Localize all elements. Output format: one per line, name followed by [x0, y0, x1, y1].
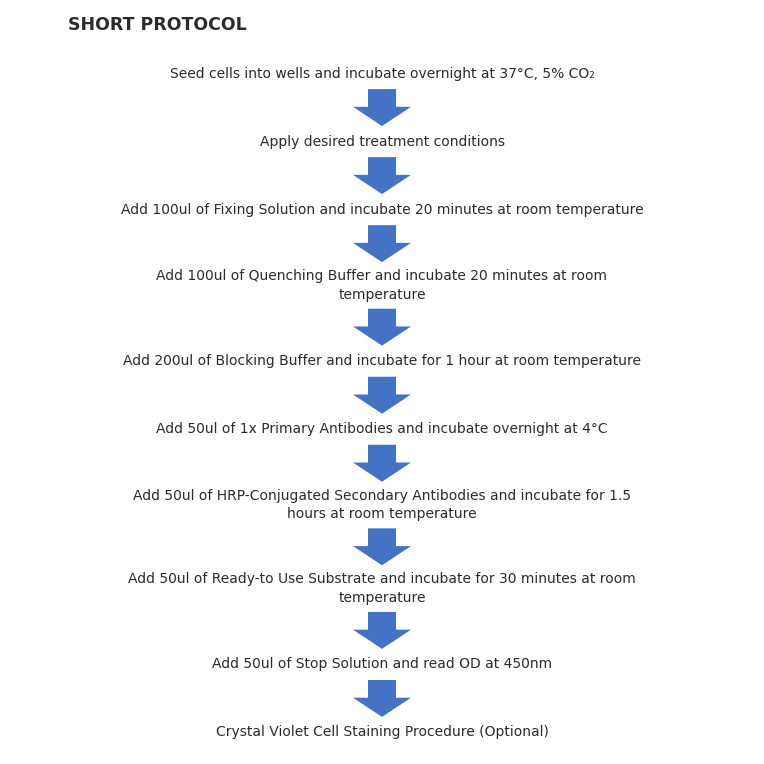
Text: Add 50ul of HRP-Conjugated Secondary Antibodies and incubate for 1.5
hours at ro: Add 50ul of HRP-Conjugated Secondary Ant…	[133, 489, 631, 521]
Text: Add 100ul of Fixing Solution and incubate 20 minutes at room temperature: Add 100ul of Fixing Solution and incubat…	[121, 202, 643, 217]
Polygon shape	[353, 225, 411, 262]
Polygon shape	[353, 309, 411, 345]
Polygon shape	[353, 680, 411, 717]
Text: Add 100ul of Quenching Buffer and incubate 20 minutes at room
temperature: Add 100ul of Quenching Buffer and incuba…	[157, 269, 607, 302]
Polygon shape	[353, 157, 411, 194]
Polygon shape	[353, 89, 411, 126]
Text: Apply des​ired treatment conditions: Apply des​ired treatment conditions	[260, 134, 504, 148]
Polygon shape	[353, 529, 411, 565]
Text: Add 50ul of 1x Primary Antibodies and incubate overnight at 4°C: Add 50ul of 1x Primary Antibodies and in…	[156, 422, 608, 436]
Text: SHORT PROTOCOL: SHORT PROTOCOL	[68, 16, 247, 34]
Text: Add 200ul of Blocking Buffer and incubate for 1 hour at room temperature: Add 200ul of Blocking Buffer and incubat…	[123, 354, 641, 368]
Text: Crystal Violet Cell Staining Procedure (Optional): Crystal Violet Cell Staining Procedure (…	[215, 726, 549, 740]
Text: Add 50ul of Ready-to Use Substrate and incubate for 30 minutes at room
temperatu: Add 50ul of Ready-to Use Substrate and i…	[128, 572, 636, 605]
Text: Seed cells into wells and incubate overnight at 37°C, 5% CO₂: Seed cells into wells and incubate overn…	[170, 66, 594, 80]
Polygon shape	[353, 612, 411, 649]
Polygon shape	[353, 445, 411, 482]
Text: Add 50ul of Stop Solution and read OD at 450nm: Add 50ul of Stop Solution and read OD at…	[212, 658, 552, 672]
Polygon shape	[353, 377, 411, 413]
